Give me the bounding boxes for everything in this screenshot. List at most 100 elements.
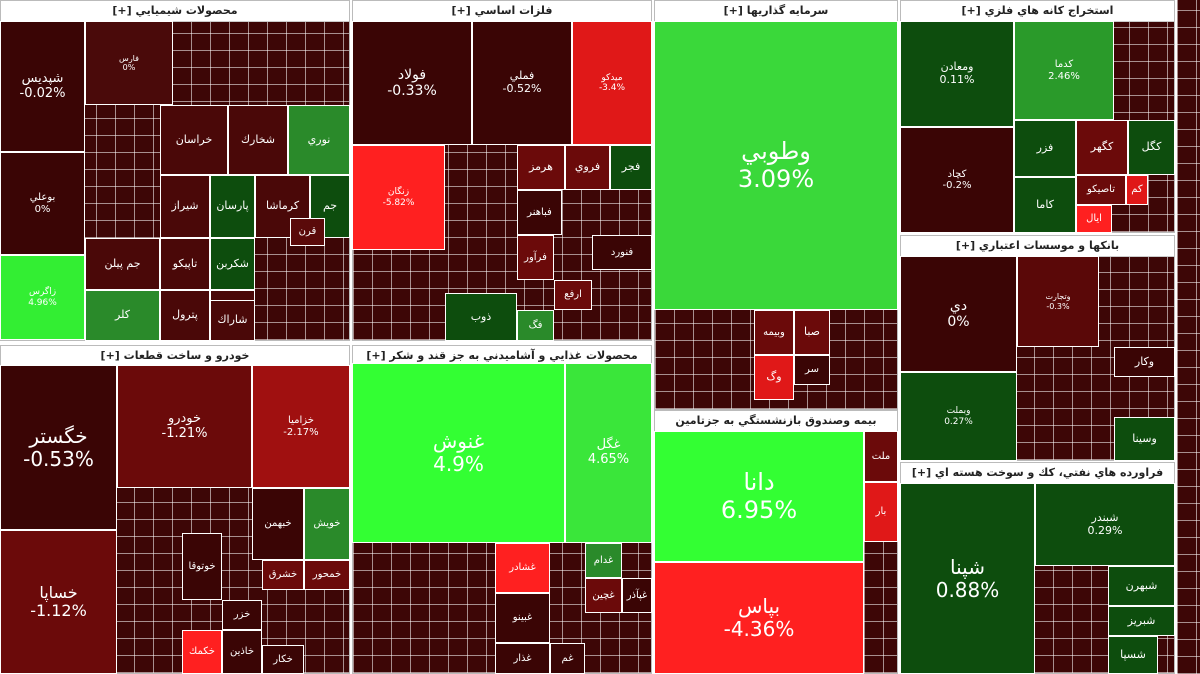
tile-symbol: فرآور xyxy=(524,251,547,263)
tile-symbol: فباهنر xyxy=(527,206,552,218)
tile-symbol: شبهرن xyxy=(1125,578,1158,592)
tile-symbol: خزر xyxy=(233,609,251,621)
tile: نوري xyxy=(288,105,350,175)
tile: فجر xyxy=(610,145,652,190)
tile-symbol: دانا xyxy=(743,467,775,496)
tile-symbol: خراسان xyxy=(175,132,213,146)
tile-change: -1.21% xyxy=(161,425,208,441)
tile-symbol: خودرو xyxy=(167,410,202,426)
tile-symbol: خشرق xyxy=(268,569,298,581)
tile-change: -3.4% xyxy=(598,83,626,93)
tile: ومعادن 0.11% xyxy=(900,21,1014,127)
tile-symbol: قرن xyxy=(298,226,317,238)
tile-symbol: غدام xyxy=(593,554,614,566)
tile-symbol: ميدكو xyxy=(601,72,623,83)
tile: فباهنر xyxy=(517,190,562,235)
tile-symbol: تاپيكو xyxy=(172,256,198,270)
tile: فروي xyxy=(565,145,610,190)
tile-symbol: غذار xyxy=(513,652,532,664)
tile: سر xyxy=(794,355,830,385)
tile: كم xyxy=(1126,175,1148,205)
tile-symbol: خزاميا xyxy=(288,415,314,426)
tile: شخارك xyxy=(228,105,288,175)
tile: شكربن xyxy=(210,238,255,290)
sector-title: خودرو و ساخت قطعات [+] xyxy=(1,346,349,367)
tile: بار xyxy=(864,482,898,542)
tile: وكار xyxy=(1114,347,1175,377)
tile-symbol: كگهر xyxy=(1090,140,1114,154)
tile-symbol: نوري xyxy=(307,132,331,146)
sector-title: فراورده هاي نفتي، كك و سوخت هسته اي [+] xyxy=(901,463,1174,484)
tile: فنورد xyxy=(592,235,652,270)
tile-symbol: شاراك xyxy=(217,313,248,327)
tile-symbol: سر xyxy=(805,364,819,376)
tile-symbol: فولاد xyxy=(397,66,427,83)
tile-symbol: غبينو xyxy=(512,612,533,624)
sector-title: بانكها و موسسات اعتباري [+] xyxy=(901,236,1174,257)
tile-symbol: فزر xyxy=(1036,141,1054,155)
sector-title: بيمه وصندوق بازنشستگي به جزتامين اجتماعي… xyxy=(655,411,897,447)
tile: پترول xyxy=(160,290,210,341)
tile: خويش xyxy=(304,488,350,560)
tile-symbol: شپديس xyxy=(21,70,64,86)
tile: وگ xyxy=(754,355,794,400)
tile: كاما xyxy=(1014,177,1076,233)
tile-symbol: خساپا xyxy=(39,582,78,602)
tile-symbol: فنورد xyxy=(610,246,634,258)
tile: خوتوقا xyxy=(182,533,222,600)
tile-symbol: بوعلي xyxy=(29,192,56,203)
tile: غنوش 4.9% xyxy=(352,363,565,543)
tile-symbol: شبندر xyxy=(1091,510,1119,524)
tile: خساپا -1.12% xyxy=(0,530,117,674)
tile: دانا 6.95% xyxy=(654,431,864,562)
tile: بوعلي 0% xyxy=(0,152,85,255)
tile: ايال xyxy=(1076,205,1112,233)
tile-change: 2.46% xyxy=(1048,70,1080,82)
tile-symbol: بپاس xyxy=(737,594,781,618)
tile-symbol: ذوب xyxy=(470,309,492,323)
tile: غم xyxy=(550,643,585,674)
tile: فولاد -0.33% xyxy=(352,21,472,145)
tile: تاپيكو xyxy=(160,238,210,290)
tile-symbol: فجر xyxy=(621,160,641,174)
tile-symbol: غپآذر xyxy=(626,589,648,601)
tile-symbol: جم xyxy=(322,199,338,213)
tile: شبندر 0.29% xyxy=(1035,483,1175,566)
tile: خكمك xyxy=(182,630,222,674)
tile-symbol: خاذين xyxy=(229,646,255,658)
tile-symbol: خكار xyxy=(273,653,293,665)
tile: وتجارت -0.3% xyxy=(1017,256,1099,347)
tile-symbol: صبا xyxy=(803,325,820,339)
tile-change: -0.3% xyxy=(1046,301,1070,311)
tile-change: -0.33% xyxy=(387,83,437,99)
tile-symbol: پترول xyxy=(172,308,198,322)
sector-title: فلزات اساسي [+] xyxy=(353,1,651,22)
tile-symbol: جم پيلن xyxy=(104,256,141,270)
tile-symbol: شيراز xyxy=(171,199,199,213)
tile: شپديس -0.02% xyxy=(0,21,85,152)
tile-symbol: وكار xyxy=(1134,354,1155,368)
sector-title: استخراج كانه هاي فلزي [+] xyxy=(901,1,1174,22)
tile-change: 0.27% xyxy=(944,416,973,427)
tile-symbol: فروي xyxy=(574,160,601,174)
tile: تاصيكو xyxy=(1076,175,1126,205)
tile: فرآور xyxy=(517,235,554,280)
tile-change: 4.96% xyxy=(28,297,57,308)
tile: شيراز xyxy=(160,175,210,238)
tile: جم پيلن xyxy=(85,238,160,290)
tile-change: 0.29% xyxy=(1087,523,1123,537)
tile: ذوب xyxy=(445,293,517,341)
tile-symbol: خوتوقا xyxy=(188,560,216,572)
tile-symbol: كرماشا xyxy=(265,199,300,213)
tile-symbol: فملي xyxy=(509,69,535,83)
tile-symbol: كلر xyxy=(115,308,130,322)
tile-symbol: غشادر xyxy=(509,562,536,574)
tile-symbol: غچين xyxy=(592,589,615,601)
tile-symbol: خويش xyxy=(313,518,341,530)
tile: غدام xyxy=(585,543,622,578)
tile: غبينو xyxy=(495,593,550,643)
tile: قرن xyxy=(290,218,325,246)
tile: بپاس -4.36% xyxy=(654,562,864,674)
tile-symbol: فگ xyxy=(528,319,543,331)
